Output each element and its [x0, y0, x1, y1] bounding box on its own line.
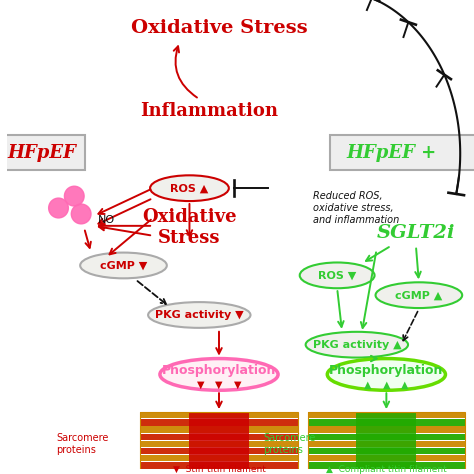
Ellipse shape: [160, 358, 278, 390]
Ellipse shape: [328, 358, 446, 390]
Text: Sarcomere
proteins: Sarcomere proteins: [263, 433, 316, 455]
Bar: [308, 448, 465, 454]
Text: ▼: ▼: [215, 379, 223, 389]
Bar: [308, 412, 465, 419]
Bar: [140, 427, 298, 433]
Text: ROS ▲: ROS ▲: [170, 183, 209, 193]
Text: HFpEF +: HFpEF +: [346, 144, 437, 162]
Bar: [308, 462, 465, 469]
Bar: [308, 427, 465, 433]
Bar: [189, 412, 249, 470]
Text: Sarcomere
proteins: Sarcomere proteins: [56, 433, 109, 455]
Bar: [308, 412, 465, 470]
Text: Inflammation: Inflammation: [140, 102, 278, 120]
Bar: [308, 419, 465, 426]
Text: ▼: ▼: [197, 379, 204, 389]
Circle shape: [64, 186, 84, 206]
Ellipse shape: [80, 253, 167, 278]
Text: Phosphorylation: Phosphorylation: [329, 364, 444, 377]
FancyBboxPatch shape: [330, 135, 474, 170]
Bar: [140, 448, 298, 454]
Ellipse shape: [375, 283, 462, 308]
Ellipse shape: [306, 332, 408, 357]
Text: PKG activity ▼: PKG activity ▼: [155, 310, 244, 320]
Text: PKG activity ▲: PKG activity ▲: [312, 340, 401, 350]
Text: cGMP ▲: cGMP ▲: [395, 290, 443, 300]
Ellipse shape: [300, 263, 374, 288]
Circle shape: [71, 204, 91, 224]
Text: Phosphorylation: Phosphorylation: [162, 364, 276, 377]
Bar: [140, 455, 298, 462]
Text: ▼: ▼: [234, 379, 241, 389]
Text: ▲: ▲: [383, 379, 390, 389]
Bar: [140, 434, 298, 440]
Text: ▼  Stiff titin filament: ▼ Stiff titin filament: [173, 465, 265, 474]
Bar: [140, 412, 298, 419]
Ellipse shape: [148, 302, 250, 328]
Bar: [140, 441, 298, 447]
Text: ▲: ▲: [401, 379, 409, 389]
Text: ROS ▼: ROS ▼: [318, 270, 356, 280]
Ellipse shape: [150, 175, 229, 201]
Circle shape: [49, 198, 68, 218]
Text: HFpEF: HFpEF: [7, 144, 76, 162]
Text: NO: NO: [98, 215, 115, 225]
Bar: [308, 434, 465, 440]
Bar: [308, 455, 465, 462]
FancyBboxPatch shape: [0, 135, 85, 170]
Text: Oxidative
Stress: Oxidative Stress: [142, 209, 237, 247]
Bar: [356, 412, 416, 470]
Text: Oxidative Stress: Oxidative Stress: [131, 19, 307, 36]
Text: ▲: ▲: [364, 379, 372, 389]
Text: SGLT2i: SGLT2i: [377, 224, 455, 242]
Bar: [140, 462, 298, 469]
Text: Reduced ROS,
oxidative stress,
and inflammation: Reduced ROS, oxidative stress, and infla…: [312, 191, 399, 225]
Text: cGMP ▼: cGMP ▼: [100, 260, 147, 271]
Bar: [308, 441, 465, 447]
Bar: [140, 419, 298, 426]
Bar: [140, 412, 298, 470]
Text: ▲  Compliant titin filament: ▲ Compliant titin filament: [326, 465, 447, 474]
